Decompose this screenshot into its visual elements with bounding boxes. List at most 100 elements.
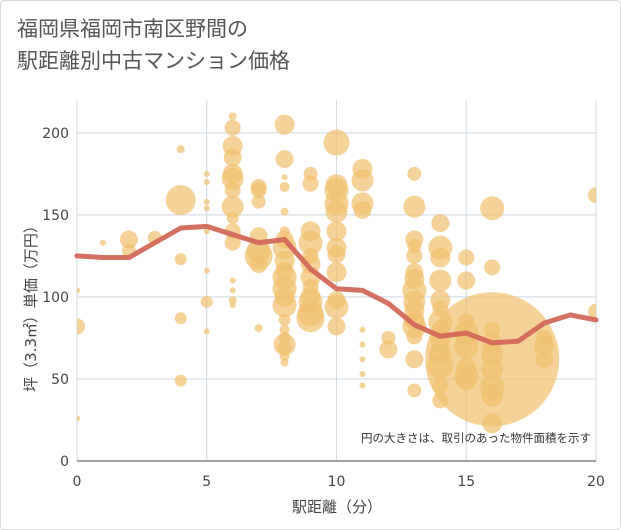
bubble-point	[458, 249, 475, 266]
bubble-point	[326, 262, 347, 283]
chart-title-line-1: 福岡県福岡市南区野間の	[17, 17, 248, 41]
bubble-point	[535, 350, 554, 369]
chart-title-line-2: 駅距離別中古マンション価格	[17, 49, 290, 73]
bubble-point	[302, 175, 319, 192]
x-tick-label: 10	[328, 474, 346, 490]
x-tick-label: 5	[202, 474, 211, 490]
bubble-point	[224, 119, 241, 136]
bubble-point	[430, 247, 451, 268]
bubble-point	[77, 415, 80, 422]
bubble-point	[203, 179, 210, 186]
bubble-point	[279, 181, 290, 192]
bubble-point	[223, 148, 242, 167]
bubble-point	[278, 313, 291, 326]
bubble-point	[229, 277, 236, 284]
bubble-point	[353, 200, 372, 219]
bubble-point	[484, 259, 501, 276]
bubble-point	[224, 234, 241, 251]
bubble-point	[228, 112, 237, 121]
bubble-point	[327, 317, 346, 336]
bubble-point	[226, 212, 239, 225]
y-tick-label: 0	[60, 454, 69, 470]
bubble-point	[250, 182, 267, 199]
bubble-point	[359, 371, 366, 378]
bubble-point	[325, 200, 348, 223]
bubble-point	[481, 384, 504, 407]
bubble-point	[280, 358, 289, 367]
bubble-point	[323, 129, 350, 156]
bubble-point	[406, 247, 423, 264]
bubble-point	[277, 340, 292, 355]
bubble-point	[203, 328, 210, 335]
x-tick-label: 20	[587, 474, 605, 490]
bubble-point	[174, 374, 187, 387]
bubble-point	[326, 221, 347, 242]
bubble-point	[406, 328, 423, 345]
y-axis-label: 坪（3.3㎡）単価（万円）	[22, 218, 40, 392]
bubble-point	[254, 324, 263, 333]
y-tick-label: 150	[42, 208, 69, 224]
y-tick-label: 200	[42, 126, 69, 142]
bubble-point	[77, 318, 85, 335]
x-tick-label: 0	[73, 474, 82, 490]
bubble-point	[203, 228, 210, 235]
bubble-point	[77, 287, 80, 294]
bubble-point	[228, 296, 237, 305]
bubble-point	[482, 413, 503, 434]
bubble-point	[431, 214, 450, 233]
x-axis-label: 駅距離（分）	[292, 498, 382, 516]
average-price-line	[74, 223, 599, 346]
bubble-point	[99, 239, 106, 246]
bubble-point	[221, 167, 244, 190]
bubble-point	[588, 187, 596, 204]
bubble-point	[203, 267, 210, 274]
bubble-point	[429, 269, 452, 292]
bubble-point	[327, 245, 346, 264]
bubble-point	[203, 170, 210, 177]
bubble-point	[588, 303, 596, 320]
bubble-point	[251, 194, 266, 209]
bubble-point	[279, 350, 290, 361]
bubble-point	[359, 326, 366, 333]
size-annotation: 円の大きさは、取引のあった物件面積を示す	[361, 431, 591, 445]
bubble-point	[203, 198, 210, 205]
bubble-point	[280, 207, 289, 216]
bubble-point	[249, 255, 268, 274]
chart-title: 福岡県福岡市南区野間の 駅距離別中古マンション価格	[17, 13, 290, 77]
bubble-point	[279, 324, 290, 335]
bubble-point	[174, 253, 187, 266]
bubble-point	[203, 205, 210, 212]
bubble-point	[405, 350, 424, 369]
bubble-point	[407, 166, 422, 181]
bubble-point	[403, 195, 426, 218]
average-line-series	[74, 223, 599, 346]
bubble-point	[275, 150, 294, 169]
bubble-point	[274, 114, 295, 135]
bubble-point	[298, 230, 323, 255]
bubble-point	[229, 287, 236, 294]
bubble-point	[359, 341, 366, 348]
y-tick-label: 100	[42, 290, 69, 306]
bubble-point	[480, 196, 505, 221]
bubble-point	[200, 295, 213, 308]
bubble-point	[359, 382, 366, 389]
bubble-point	[324, 294, 349, 319]
bubble-point	[407, 383, 422, 398]
tick-labels: 0 50 100 150 200 0 5 10 15 20	[42, 126, 605, 490]
bubble-point	[224, 182, 241, 199]
bubble-point	[281, 174, 288, 181]
bubble-point	[457, 271, 476, 290]
bubble-point	[174, 312, 187, 325]
bubble-point	[272, 293, 297, 318]
bubble-point	[165, 185, 196, 216]
bubble-point	[221, 195, 244, 218]
bubble-point	[296, 304, 325, 333]
bubble-point	[534, 336, 555, 357]
x-tick-label: 15	[457, 474, 475, 490]
y-tick-label: 50	[51, 372, 69, 388]
bubble-point	[176, 145, 185, 154]
bubble-point	[119, 230, 138, 249]
bubble-point	[379, 340, 398, 359]
bubble-point	[351, 169, 374, 192]
